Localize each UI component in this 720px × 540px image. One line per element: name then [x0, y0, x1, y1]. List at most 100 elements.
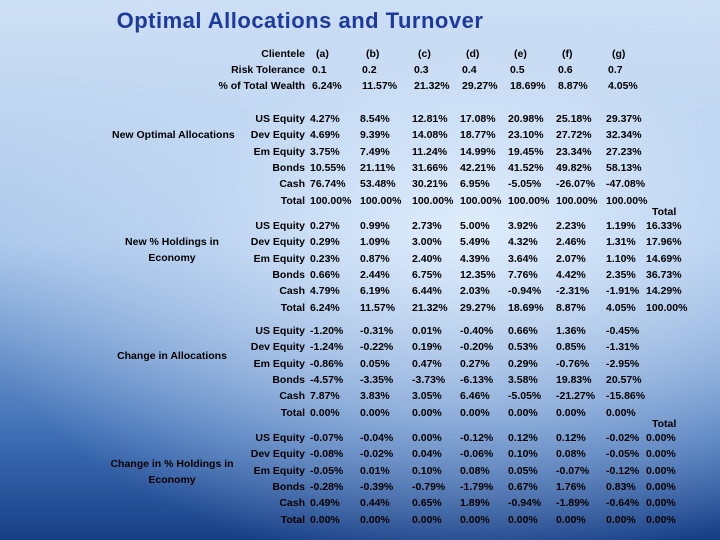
table-cell: 0.10% — [508, 448, 538, 461]
table-cell: -0.86% — [310, 357, 344, 370]
table-cell: 0.00% — [556, 406, 586, 419]
table-cell: 100.00% — [460, 194, 502, 207]
total-cell: 0.00% — [646, 448, 676, 461]
table-cell: 100.00% — [508, 194, 550, 207]
table-cell: 19.83% — [556, 373, 592, 386]
row-label: Bonds — [272, 373, 305, 386]
table-cell: 41.52% — [508, 161, 544, 174]
table-cell: 3.64% — [508, 252, 538, 265]
table-cell: 0.53% — [508, 341, 538, 354]
table-cell: 25.18% — [556, 113, 592, 125]
row-label: Total — [280, 301, 305, 314]
total-cell: 0.00% — [646, 497, 676, 510]
table-cell: -47.08% — [606, 178, 646, 191]
table-cell: 0.00% — [556, 513, 586, 526]
table-cell: 0.65% — [412, 497, 442, 510]
group-label: Change in Allocations — [117, 350, 227, 362]
table-cell: -0.22% — [360, 341, 394, 354]
table-cell: -3.35% — [360, 373, 394, 386]
table-cell: -0.28% — [310, 480, 344, 493]
table-cell: 3.92% — [508, 220, 538, 232]
table-cell: 2.03% — [460, 285, 490, 298]
table-cell: 0.05% — [360, 357, 390, 370]
table-cell: 53.48% — [360, 178, 396, 191]
table-cell: 11.24% — [412, 145, 448, 158]
table-cell: -0.06% — [460, 448, 494, 461]
table-cell: 29.27% — [460, 301, 496, 314]
row-label: US Equity — [255, 325, 305, 337]
table-cell: 0.66% — [310, 268, 340, 281]
table-cell: 2.46% — [556, 236, 586, 249]
table-cell: 100.00% — [360, 194, 402, 207]
table-cell: -5.05% — [508, 178, 542, 191]
table-cell: 100.00% — [606, 194, 648, 207]
table-cell: -0.31% — [360, 325, 394, 337]
table-cell: 4.69% — [310, 129, 340, 142]
table-cell: 0.19% — [412, 341, 442, 354]
table-cell: -0.02% — [606, 432, 640, 444]
header-cell: (f) — [562, 48, 573, 60]
table-cell: 14.99% — [460, 145, 496, 158]
table-cell: 4.32% — [508, 236, 538, 249]
table-cell: 8.87% — [556, 301, 586, 314]
total-cell: 0.00% — [646, 480, 676, 493]
table-cell: 27.23% — [606, 145, 642, 158]
group-label: New Optimal Allocations — [112, 129, 235, 141]
header-cell: 11.57% — [362, 80, 398, 92]
table-cell: 100.00% — [412, 194, 454, 207]
row-label: Dev Equity — [250, 236, 305, 249]
table-cell: 18.69% — [508, 301, 544, 314]
table-cell: 12.35% — [460, 268, 496, 281]
table-cell: 2.23% — [556, 220, 586, 232]
row-label: Cash — [279, 178, 305, 191]
table-cell: 0.29% — [508, 357, 538, 370]
header-cell: 8.87% — [558, 80, 588, 92]
table-cell: 0.00% — [508, 513, 538, 526]
row-label: Bonds — [272, 480, 305, 493]
table-cell: 6.46% — [460, 390, 490, 403]
table-cell: 0.00% — [412, 432, 442, 444]
table-cell: 0.08% — [460, 464, 490, 477]
header-cell: (c) — [418, 48, 431, 60]
table-cell: 0.05% — [508, 464, 538, 477]
row-label: US Equity — [255, 113, 305, 125]
table-cell: 0.23% — [310, 252, 340, 265]
table-cell: 12.81% — [412, 113, 448, 125]
row-label: Cash — [279, 497, 305, 510]
row-label: Total — [280, 513, 305, 526]
table-cell: 0.04% — [412, 448, 442, 461]
table-cell: 4.05% — [606, 301, 636, 314]
table-cell: 0.27% — [460, 357, 490, 370]
table-cell: 11.57% — [360, 301, 396, 314]
table-cell: -0.08% — [310, 448, 344, 461]
table-cell: 0.00% — [460, 406, 490, 419]
table-cell: 2.35% — [606, 268, 636, 281]
row-label: Total — [280, 406, 305, 419]
table-cell: 76.74% — [310, 178, 346, 191]
table-cell: 0.00% — [460, 513, 490, 526]
table-cell: -1.31% — [606, 341, 640, 354]
table-cell: 0.83% — [606, 480, 636, 493]
table-cell: -0.45% — [606, 325, 640, 337]
table-cell: 4.79% — [310, 285, 340, 298]
total-column-header: Total — [652, 418, 677, 430]
table-cell: 6.44% — [412, 285, 442, 298]
row-label: US Equity — [255, 220, 305, 232]
table-cell: -4.57% — [310, 373, 344, 386]
header-cell: 29.27% — [462, 80, 498, 92]
total-cell: 0.00% — [646, 464, 676, 477]
header-cell: (d) — [466, 48, 480, 60]
table-cell: 2.73% — [412, 220, 442, 232]
table-cell: 2.40% — [412, 252, 442, 265]
table-cell: -0.20% — [460, 341, 494, 354]
row-label: Em Equity — [253, 464, 305, 477]
table-cell: 1.19% — [606, 220, 636, 232]
table-cell: 0.00% — [360, 513, 390, 526]
header-cell: 0.7 — [608, 64, 623, 76]
header-cell: 21.32% — [414, 80, 450, 92]
row-label: Total — [280, 194, 305, 207]
group-label: Change in % Holdings in Economy — [110, 458, 234, 486]
table-cell: 2.44% — [360, 268, 390, 281]
table-cell: 7.76% — [508, 268, 538, 281]
table-cell: -3.73% — [412, 373, 446, 386]
